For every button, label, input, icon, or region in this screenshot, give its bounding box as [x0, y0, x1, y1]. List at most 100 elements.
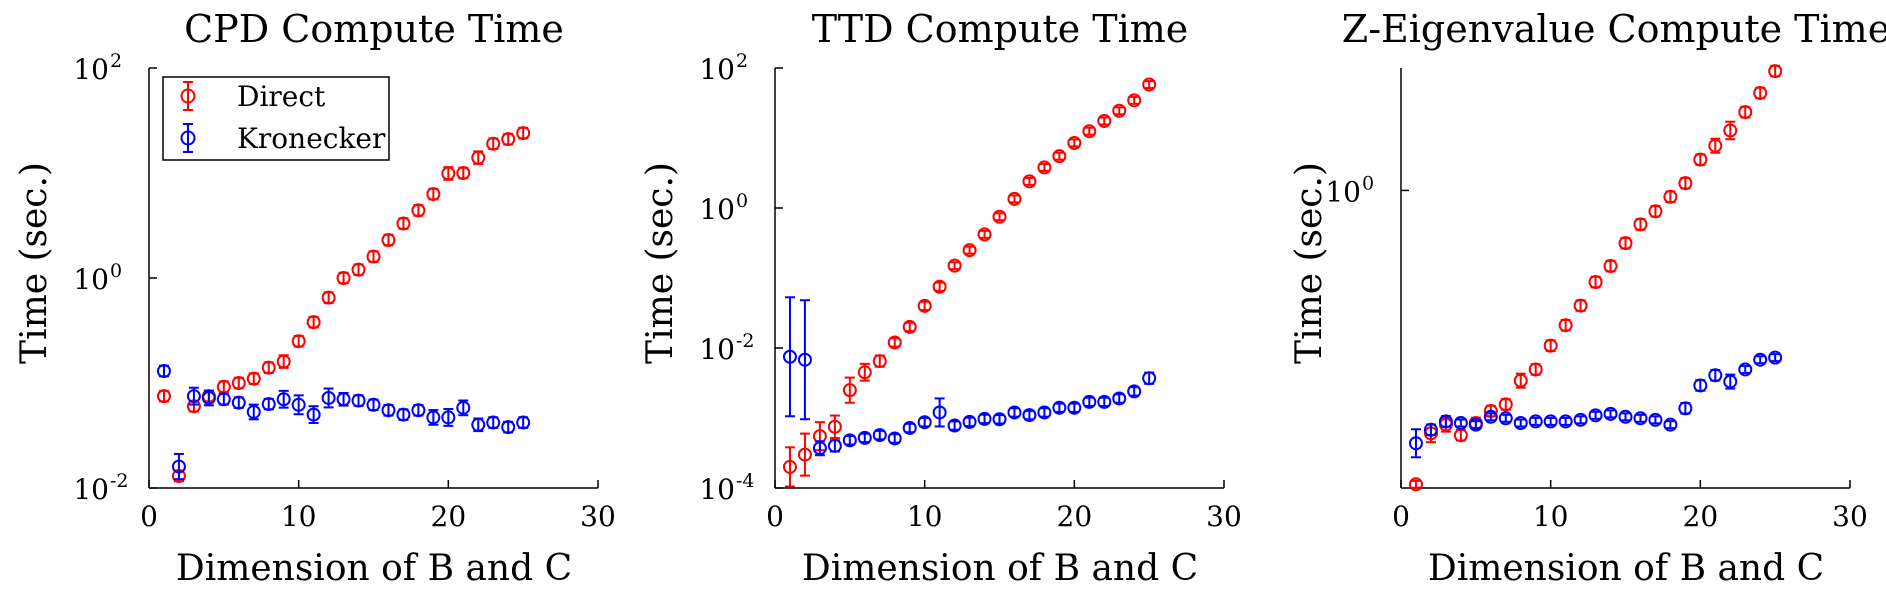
data-marker [1408, 436, 1423, 451]
data-point [1723, 120, 1738, 141]
data-point [1142, 77, 1157, 92]
x-tick-label: 20 [1683, 500, 1719, 533]
data-point [1663, 417, 1678, 432]
data-marker [336, 392, 351, 407]
data-marker [917, 298, 932, 313]
data-marker [857, 430, 872, 445]
data-point [977, 227, 992, 242]
data-marker [471, 150, 486, 165]
data-marker [1142, 77, 1157, 92]
data-marker [1468, 417, 1483, 432]
data-point [1513, 416, 1528, 431]
data-marker [1127, 384, 1142, 399]
data-point [1768, 350, 1783, 365]
data-point [887, 431, 902, 446]
y-tick-exponent: -2 [736, 330, 755, 352]
data-point [276, 354, 291, 369]
panel-title: CPD Compute Time [184, 7, 564, 51]
data-point [962, 243, 977, 258]
data-point [231, 395, 246, 410]
data-marker [381, 233, 396, 248]
data-marker [1082, 394, 1097, 409]
x-axis-label: Dimension of B and C [176, 548, 572, 589]
x-tick-label: 0 [140, 500, 158, 533]
data-point [1558, 318, 1573, 333]
data-marker [797, 447, 812, 462]
data-point [351, 393, 366, 408]
data-marker [1678, 176, 1693, 191]
data-point [1738, 362, 1753, 377]
data-marker [1618, 236, 1633, 251]
data-point [336, 271, 351, 285]
data-point [962, 414, 977, 429]
data-point [486, 136, 501, 151]
data-point [231, 376, 246, 390]
data-point [1618, 409, 1633, 424]
data-marker [977, 227, 992, 242]
data-marker [276, 392, 291, 407]
x-tick-label: 10 [907, 500, 943, 533]
data-marker [231, 376, 246, 390]
data-point [1753, 352, 1768, 367]
data-point [842, 433, 857, 448]
data-point [216, 392, 231, 407]
legend: Direct Kronecker [162, 76, 390, 161]
data-point [1127, 384, 1142, 399]
data-marker [276, 354, 291, 369]
y-tick-label: 10 [73, 473, 109, 506]
data-point [1633, 217, 1648, 232]
data-marker [1438, 414, 1453, 429]
panel-title: TTD Compute Time [812, 7, 1189, 51]
data-point [1723, 373, 1738, 390]
data-marker [1753, 85, 1768, 100]
data-marker [1678, 401, 1693, 416]
y-tick-exponent: -4 [736, 470, 755, 492]
data-marker [1022, 408, 1037, 423]
data-point [1052, 400, 1067, 415]
data-point [1453, 428, 1468, 443]
data-point [1693, 378, 1708, 393]
data-marker [321, 390, 336, 405]
data-marker [1528, 362, 1543, 377]
data-marker [797, 352, 812, 367]
data-point [1022, 408, 1037, 423]
data-marker [1498, 397, 1513, 412]
y-tick-label: 10 [73, 263, 109, 296]
series-direct [782, 77, 1157, 488]
y-tick-label: 10 [699, 53, 735, 86]
data-point [797, 299, 812, 421]
data-point [411, 203, 426, 218]
legend-marker-direct [180, 81, 196, 111]
data-point [1558, 414, 1573, 429]
data-marker [1543, 414, 1558, 429]
data-marker [291, 397, 306, 412]
data-marker [1708, 138, 1723, 153]
data-point [441, 166, 456, 181]
data-point [426, 409, 441, 426]
data-point [1498, 397, 1513, 412]
data-point [261, 360, 276, 375]
data-point [516, 415, 531, 430]
data-marker [1753, 352, 1768, 367]
data-marker [1112, 391, 1127, 406]
data-marker [1573, 412, 1588, 427]
data-point [977, 411, 992, 426]
x-tick-label: 10 [1533, 500, 1569, 533]
data-point [1753, 85, 1768, 100]
data-marker [902, 420, 917, 435]
data-marker [1513, 416, 1528, 431]
data-marker [1097, 113, 1112, 128]
data-point [827, 414, 842, 439]
data-marker [1022, 174, 1037, 189]
y-tick-label: 10 [699, 473, 735, 506]
legend-marker-kronecker [180, 123, 196, 153]
x-axis-label: Dimension of B and C [1428, 548, 1824, 589]
data-point [1513, 372, 1528, 389]
data-point [917, 415, 932, 430]
data-point [1007, 191, 1022, 206]
data-marker [1663, 189, 1678, 204]
data-marker [902, 319, 917, 334]
data-point [276, 389, 291, 409]
data-point [1067, 400, 1082, 415]
